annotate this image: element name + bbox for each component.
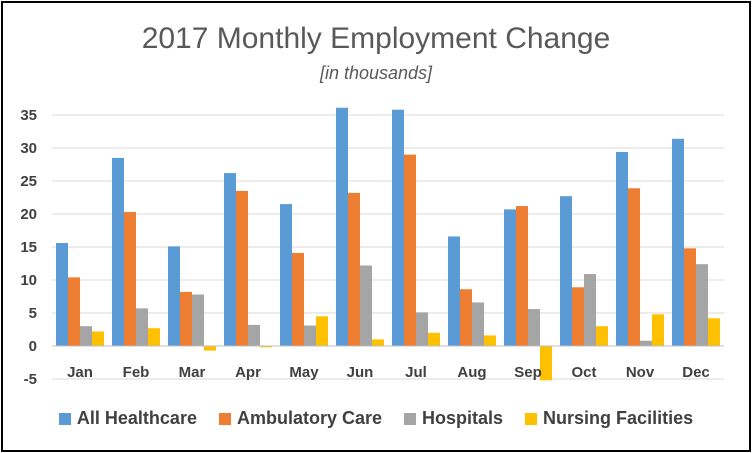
bar-nursing-facilities-nov (652, 314, 664, 346)
legend-item: Hospitals (404, 408, 503, 429)
bar-hospitals-aug (472, 302, 484, 346)
y-tick-label: 15 (20, 239, 37, 256)
bar-all-healthcare-jan (56, 243, 68, 346)
x-tick-label: Oct (571, 364, 596, 381)
legend-label: Hospitals (422, 408, 504, 428)
y-tick-label: 25 (20, 173, 37, 190)
x-tick-label: Nov (626, 364, 655, 381)
bar-hospitals-may (304, 325, 316, 346)
x-tick-label: Apr (235, 364, 261, 381)
x-tick-label: May (289, 364, 319, 381)
chart-subtitle: [in thousands] (319, 63, 433, 83)
legend: All Healthcare Ambulatory Care Hospitals Nu… (0, 408, 752, 429)
bar-all-healthcare-mar (168, 246, 180, 346)
bar-nursing-facilities-jun (372, 339, 384, 346)
bar-hospitals-sep (528, 309, 540, 346)
y-tick-label: 20 (20, 206, 37, 223)
bar-ambulatory-care-may (292, 252, 304, 346)
x-tick-label: Jan (67, 364, 93, 381)
legend-item: Ambulatory Care (218, 408, 383, 429)
bar-hospitals-nov (640, 340, 652, 346)
bar-hospitals-mar (192, 294, 204, 346)
axes: 35 30 25 20 15 10 5 0 -5 Jan Feb Mar Apr May Jun Jul Aug… (20, 107, 724, 388)
x-tick-label: Jul (405, 364, 427, 381)
legend-item: Nursing Facilities (525, 408, 693, 429)
chart-title: 2017 Monthly Employment Change (141, 22, 611, 55)
bar-hospitals-feb (136, 308, 148, 346)
legend-item: All Healthcare (58, 408, 197, 429)
y-tick-label: -5 (24, 371, 37, 388)
bar-all-healthcare-oct (560, 196, 572, 346)
legend-label: Nursing Facilities (543, 408, 694, 428)
bar-ambulatory-care-nov (628, 188, 640, 346)
bar-nursing-facilities-mar (204, 346, 216, 351)
bar-nursing-facilities-may (316, 316, 328, 346)
legend-swatch (404, 412, 417, 425)
bar-hospitals-jul (416, 312, 428, 346)
y-tick-label: 5 (29, 305, 37, 322)
x-tick-label: Aug (457, 364, 486, 381)
legend-swatch (58, 412, 71, 425)
bar-nursing-facilities-oct (596, 326, 608, 346)
legend-swatch (525, 412, 538, 425)
x-tick-label: Dec (682, 364, 710, 381)
bar-ambulatory-care-apr (236, 190, 248, 346)
bar-ambulatory-care-feb (124, 212, 136, 346)
bar-all-healthcare-jul (392, 109, 404, 346)
y-tick-label: 10 (20, 272, 37, 289)
legend-label: Ambulatory Care (236, 408, 383, 428)
bar-all-healthcare-feb (112, 157, 124, 346)
bar-nursing-facilities-apr (260, 346, 272, 348)
bar-all-healthcare-aug (448, 236, 460, 346)
bar-ambulatory-care-dec (684, 248, 696, 346)
legend-label: All Healthcare (76, 408, 197, 428)
bar-ambulatory-care-jul (404, 154, 416, 346)
bar-hospitals-jan (80, 326, 92, 346)
bar-all-healthcare-dec (672, 138, 684, 346)
bar-nursing-facilities-sep (540, 346, 552, 381)
x-tick-label: Mar (179, 364, 206, 381)
bar-nursing-facilities-dec (708, 318, 720, 346)
bar-hospitals-oct (584, 274, 596, 346)
x-tick-label: Jun (347, 364, 374, 381)
x-tick-label: Sep (514, 364, 542, 381)
x-tick-label: Feb (123, 364, 150, 381)
bar-nursing-facilities-aug (484, 335, 496, 346)
bar-ambulatory-care-sep (516, 206, 528, 346)
bar-hospitals-apr (248, 324, 260, 346)
bar-ambulatory-care-mar (180, 291, 192, 346)
bars (56, 107, 720, 381)
y-tick-label: 30 (20, 140, 37, 157)
bar-nursing-facilities-jul (428, 332, 440, 346)
bar-all-healthcare-apr (224, 173, 236, 346)
legend-swatch (218, 412, 231, 425)
y-tick-label: 35 (20, 107, 37, 124)
bar-ambulatory-care-oct (572, 287, 584, 346)
bar-ambulatory-care-jan (68, 277, 80, 346)
bar-all-healthcare-sep (504, 209, 516, 346)
bar-all-healthcare-nov (616, 151, 628, 346)
y-tick-label: 0 (29, 338, 37, 355)
bar-all-healthcare-jun (336, 107, 348, 347)
bar-hospitals-dec (696, 264, 708, 346)
bar-ambulatory-care-aug (460, 289, 472, 346)
bar-hospitals-jun (360, 265, 372, 346)
bar-all-healthcare-may (280, 204, 292, 346)
bar-nursing-facilities-feb (148, 328, 160, 346)
bar-nursing-facilities-jan (92, 331, 104, 346)
bar-ambulatory-care-jun (348, 192, 360, 346)
